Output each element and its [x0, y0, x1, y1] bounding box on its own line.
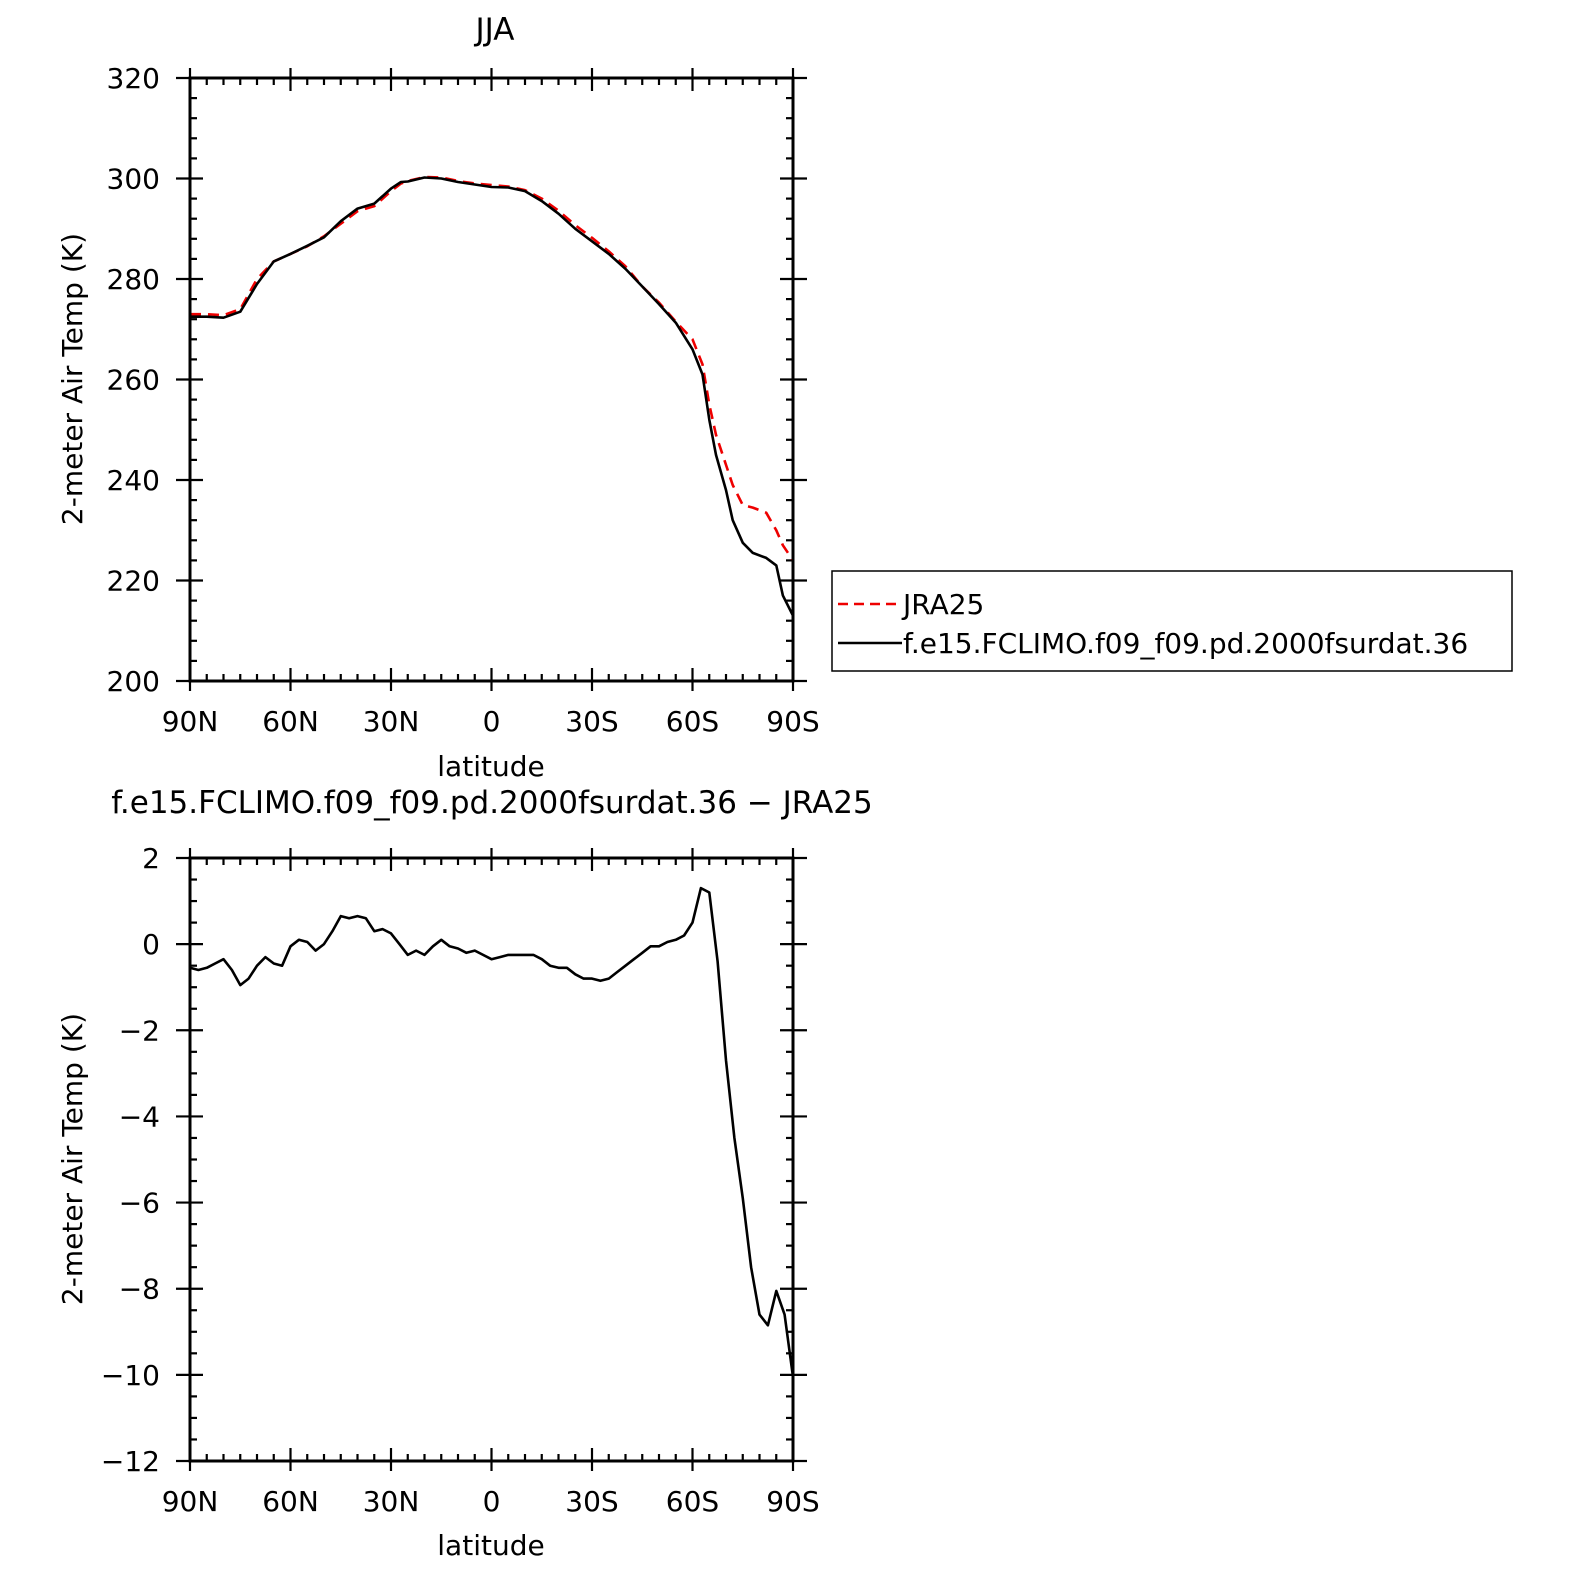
temperature-x-axis-label: latitude	[437, 750, 544, 783]
temperature-x-tick-label: 30N	[363, 705, 420, 738]
temperature-y-tick-label: 220	[107, 565, 160, 598]
legend-label-model: f.e15.FCLIMO.f09_f09.pd.2000fsurdat.36	[903, 627, 1468, 660]
difference-y-tick-label: −6	[119, 1187, 160, 1220]
difference-y-tick-label: −10	[101, 1359, 160, 1392]
legend-label-jra25: JRA25	[901, 588, 984, 621]
difference-y-tick-label: −2	[119, 1014, 160, 1047]
difference-x-tick-label: 60N	[262, 1485, 319, 1518]
temperature-y-tick-label: 280	[107, 263, 160, 296]
difference-axis-ticks	[176, 848, 807, 1471]
temperature-tick-labels: 90N 60N 30N 0 30S 60S 90S 200 220 240 260 280 300 320	[107, 62, 820, 738]
temperature-x-tick-label: 90S	[766, 705, 819, 738]
temperature-plot-frame	[188, 76, 795, 683]
difference-series-lines	[189, 886, 795, 1378]
difference-x-axis-label: latitude	[437, 1529, 544, 1562]
difference-panel: f.e15.FCLIMO.f09_f09.pd.2000fsurdat.36 −…	[56, 785, 873, 1562]
difference-y-tick-label: 2	[142, 842, 160, 875]
difference-x-tick-label: 90S	[766, 1485, 819, 1518]
legend: JRA25 f.e15.FCLIMO.f09_f09.pd.2000fsurda…	[831, 570, 1513, 672]
temperature-x-tick-label: 0	[483, 705, 501, 738]
difference-y-tick-label: −12	[101, 1445, 160, 1478]
difference-x-tick-label: 30S	[565, 1485, 618, 1518]
difference-series-line-0	[189, 886, 795, 1378]
legend-box	[831, 570, 1513, 672]
temperature-axis-ticks	[176, 68, 807, 691]
temperature-y-tick-label: 300	[107, 163, 160, 196]
temperature-x-tick-label: 30S	[565, 705, 618, 738]
difference-y-axis-label: 2-meter Air Temp (K)	[56, 1013, 89, 1305]
temperature-y-axis-label: 2-meter Air Temp (K)	[56, 233, 89, 525]
difference-y-tick-label: −4	[119, 1100, 160, 1133]
temperature-y-tick-label: 260	[107, 364, 160, 397]
difference-x-tick-label: 60S	[666, 1485, 719, 1518]
difference-y-tick-label: −8	[119, 1273, 160, 1306]
temperature-series-line-f-e15-fclimo-f09-f09-pd-2000fsurdat-36	[190, 176, 795, 617]
difference-x-tick-label: 0	[483, 1485, 501, 1518]
temperature-y-tick-label: 320	[107, 62, 160, 95]
difference-panel-title: f.e15.FCLIMO.f09_f09.pd.2000fsurdat.36 −…	[111, 785, 873, 821]
temperature-x-tick-label: 90N	[162, 705, 219, 738]
temperature-series-lines	[190, 175, 795, 617]
difference-tick-labels: 90N 60N 30N 0 30S 60S 90S −12 −10 −8 −6 −4 −2 0 2	[101, 842, 820, 1518]
temperature-panel: JJA 90N 60N 30N 0 30S 60S 90S 200 220 240 260 280 30…	[56, 12, 1513, 783]
temperature-y-tick-label: 200	[107, 665, 160, 698]
difference-x-tick-label: 90N	[162, 1485, 219, 1518]
difference-x-tick-label: 30N	[363, 1485, 420, 1518]
temperature-x-tick-label: 60S	[666, 705, 719, 738]
temperature-panel-title: JJA	[474, 12, 515, 48]
temperature-series-line-jra25	[190, 175, 795, 562]
temperature-x-tick-label: 60N	[262, 705, 319, 738]
difference-plot-frame	[188, 856, 795, 1463]
difference-y-tick-label: 0	[142, 928, 160, 961]
temperature-y-tick-label: 240	[107, 464, 160, 497]
